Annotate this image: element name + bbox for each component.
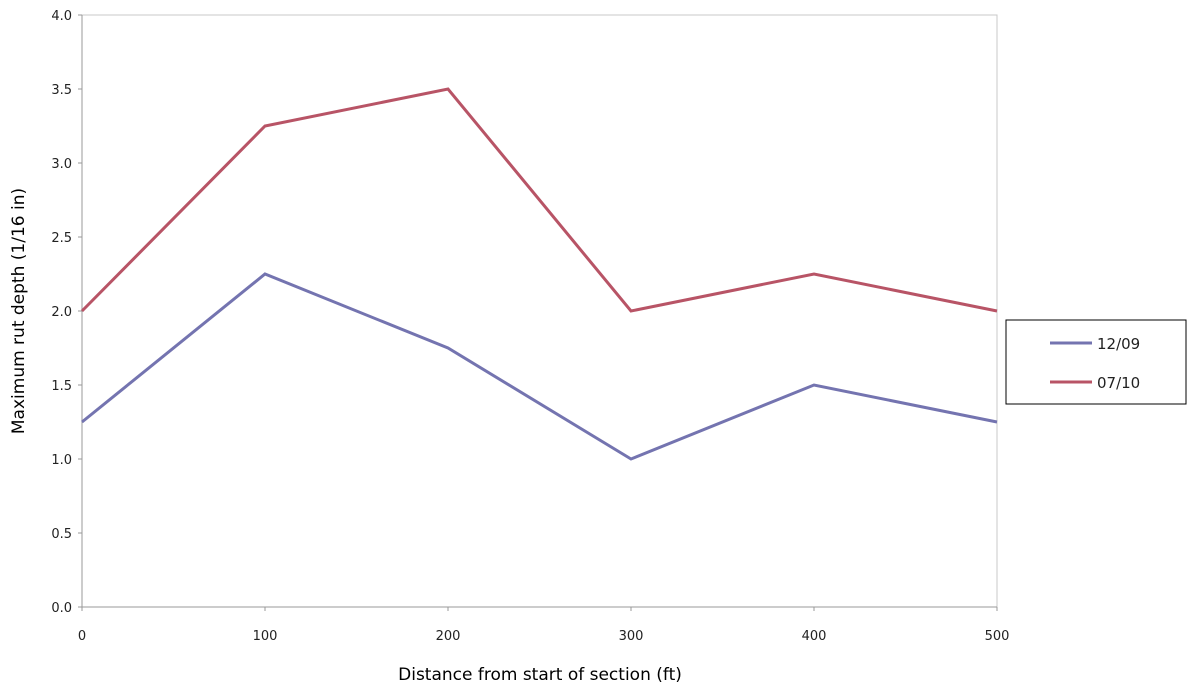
- y-tick-label: 1.0: [51, 453, 72, 468]
- y-tick-label: 0.0: [51, 601, 72, 616]
- y-tick-label: 1.5: [51, 379, 72, 394]
- series-line-12-09: [81, 272, 998, 461]
- y-tick-label: 3.5: [51, 83, 72, 98]
- legend-label: 12/09: [1097, 335, 1140, 353]
- y-tick-labels: 0.0 0.5 1.0 1.5 2.0 2.5 3.0 3.5 4.0: [51, 9, 82, 616]
- y-tick-label: 2.5: [51, 231, 72, 246]
- legend-box: [1005, 319, 1187, 405]
- x-tick-label: 400: [802, 629, 827, 644]
- plot-area: [81, 14, 998, 608]
- x-tick-label: 200: [436, 629, 461, 644]
- x-tick-label: 500: [985, 629, 1010, 644]
- x-tick-label: 100: [253, 629, 278, 644]
- series-line-07-10: [80, 87, 998, 313]
- series-lines: [80, 87, 998, 461]
- y-axis-title: Maximum rut depth (1/16 in): [9, 188, 29, 434]
- y-tick-label: 3.0: [51, 157, 72, 172]
- y-tick-label: 0.5: [51, 527, 72, 542]
- y-tick-label: 4.0: [51, 9, 72, 24]
- legend: 12/09 07/10: [1005, 319, 1187, 405]
- x-tick-labels: 0 100 200 300 400 500: [78, 607, 1010, 644]
- y-tick-label: 2.0: [51, 305, 72, 320]
- legend-label: 07/10: [1097, 374, 1140, 392]
- x-tick-label: 300: [619, 629, 644, 644]
- x-axis-title: Distance from start of section (ft): [398, 665, 682, 685]
- legend-items: 12/09 07/10: [1050, 335, 1140, 392]
- x-tick-label: 0: [78, 629, 86, 644]
